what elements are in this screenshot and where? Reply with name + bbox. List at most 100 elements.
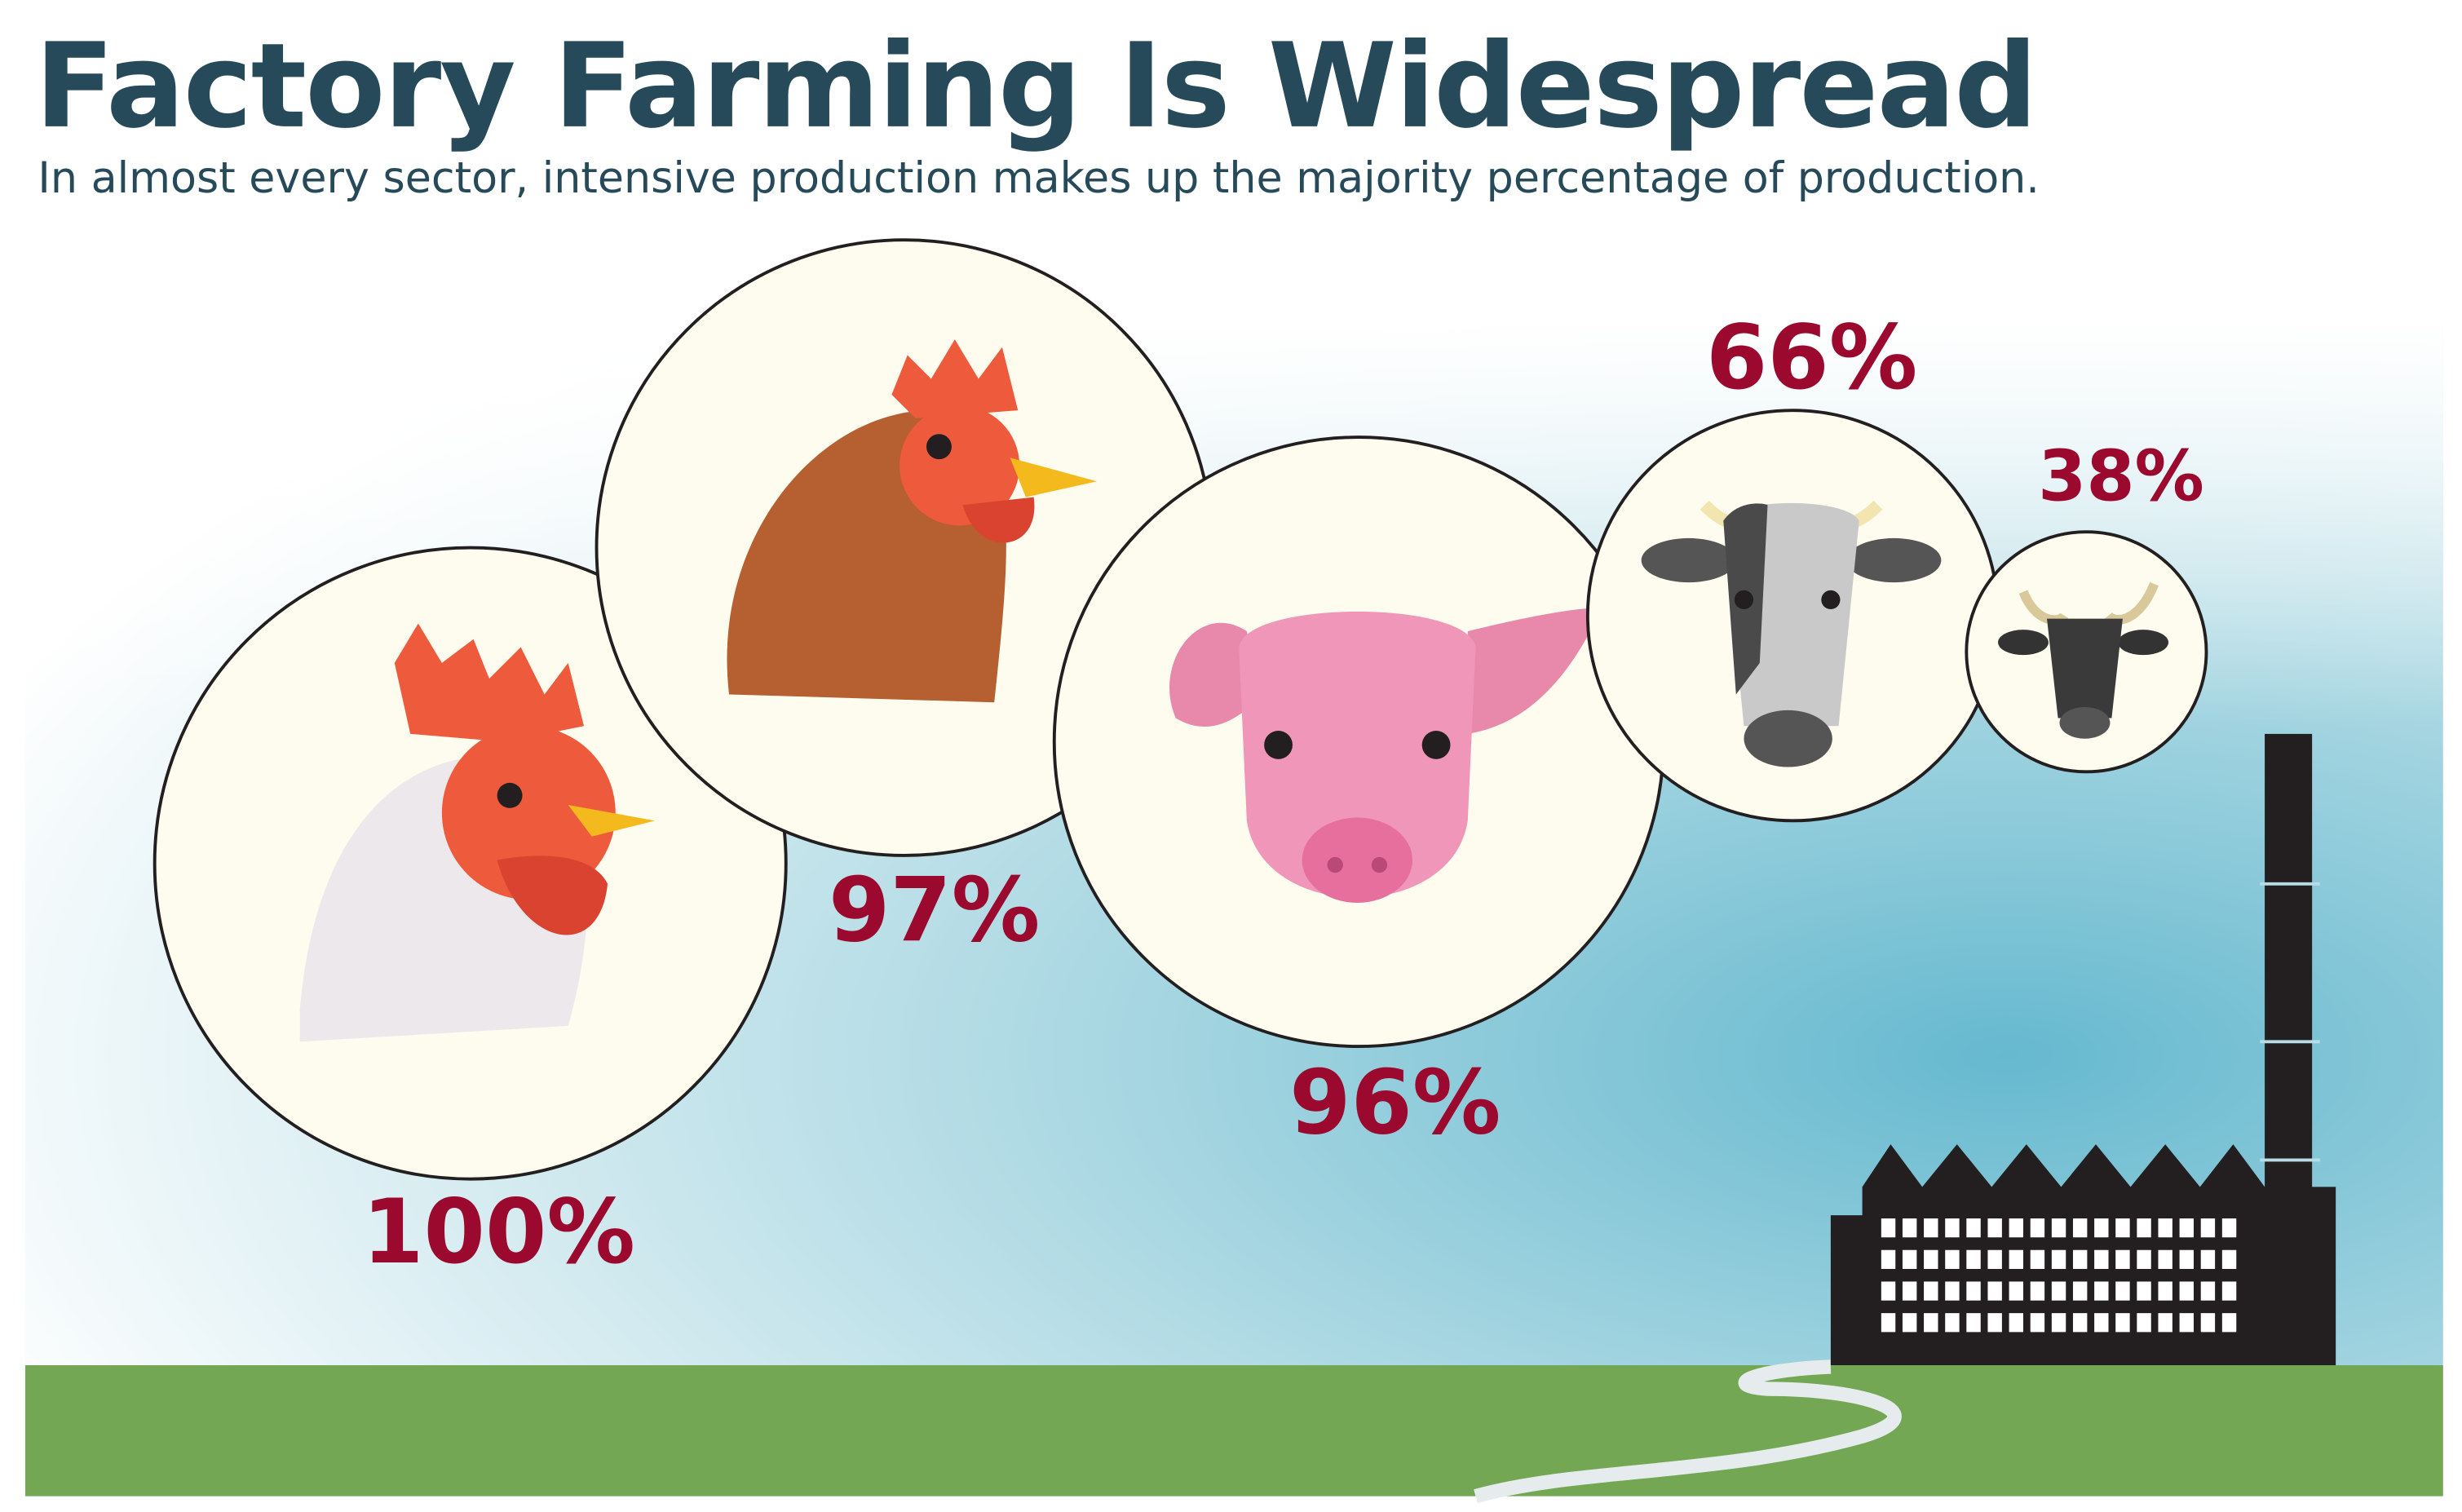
factory-window	[1924, 1218, 1938, 1238]
item-chicken	[152, 546, 788, 1181]
item-cow	[1585, 409, 2000, 823]
item-bull-shape	[1998, 630, 2049, 656]
factory-window	[2009, 1281, 2023, 1301]
factory-window	[2158, 1281, 2172, 1301]
factory-window	[1987, 1281, 2002, 1301]
factory-window	[2221, 1281, 2237, 1301]
item-pig	[1052, 435, 1665, 1049]
item-pig-shape	[1467, 608, 1602, 734]
item-bull-shape	[2118, 630, 2169, 656]
item-pig-shape	[1239, 611, 1476, 898]
factory-window	[2072, 1313, 2088, 1333]
factory-shape	[1881, 1218, 2237, 1333]
item-bull-shape	[2059, 707, 2111, 739]
percent-label: 96%	[1289, 1051, 1501, 1155]
item-cow-shape	[1641, 537, 1736, 583]
factory-window	[1987, 1313, 2002, 1333]
factory-window	[2200, 1281, 2216, 1301]
factory-window	[2200, 1218, 2216, 1238]
factory-window	[2221, 1313, 2237, 1333]
factory-window	[2137, 1218, 2151, 1238]
factory-window	[2051, 1249, 2066, 1269]
item-hen-shape	[1010, 458, 1098, 497]
subtitle: In almost every sector, intensive produc…	[38, 154, 2039, 203]
factory-window	[2009, 1218, 2023, 1238]
factory-window	[1945, 1249, 1960, 1269]
item-cow-shape	[1846, 537, 1942, 583]
factory-window	[2030, 1249, 2045, 1269]
factory-window	[2051, 1218, 2066, 1238]
background-shape	[24, 1365, 2443, 1497]
factory-window	[1945, 1313, 1960, 1333]
factory-window	[2179, 1249, 2195, 1269]
factory-shape	[1830, 1144, 2265, 1366]
factory-window	[1966, 1313, 1981, 1333]
factory-window	[2030, 1218, 2045, 1238]
item-chicken-shape	[568, 804, 656, 837]
factory-window	[2115, 1313, 2130, 1333]
item-bull	[1965, 530, 2208, 774]
factory-window	[2221, 1249, 2237, 1269]
factory-window	[1881, 1218, 1896, 1238]
item-hen-shape	[891, 339, 1019, 418]
factory-window	[1987, 1249, 2002, 1269]
factory-window	[1966, 1249, 1981, 1269]
item-hen-shape	[962, 497, 1035, 543]
factory-window	[1987, 1218, 2002, 1238]
factory-window	[2137, 1313, 2151, 1333]
factory-window	[1966, 1281, 1981, 1301]
item-bull-shape	[2018, 581, 2159, 625]
item-hen-shape	[899, 405, 1020, 526]
factory-window	[2200, 1249, 2216, 1269]
factory-window	[2072, 1218, 2088, 1238]
percent-label: 100%	[362, 1180, 635, 1284]
factory-window	[2158, 1313, 2172, 1333]
factory-window	[2009, 1313, 2023, 1333]
factory-window	[2179, 1218, 2195, 1238]
percent-label: 66%	[1706, 306, 1917, 409]
title: Factory Farming Is Widespread	[35, 18, 2036, 154]
factory-window	[1902, 1249, 1917, 1269]
factory-window	[2094, 1249, 2109, 1269]
factory-window	[1924, 1249, 1938, 1269]
factory-shape	[2233, 1187, 2336, 1366]
item-pig-shape	[1371, 856, 1388, 873]
item-chicken-shape	[394, 623, 585, 742]
factory-window	[2115, 1218, 2130, 1238]
factory-window	[2115, 1281, 2130, 1301]
factory-window	[1881, 1281, 1896, 1301]
factory-window	[1945, 1218, 1960, 1238]
background-shape	[1474, 1359, 1902, 1504]
factory-window	[1902, 1313, 1917, 1333]
item-chicken-shape	[497, 855, 608, 935]
item-hen-shape	[926, 434, 952, 460]
item-cow-shape	[1734, 590, 1754, 610]
factory-window	[1881, 1249, 1896, 1269]
factory-window	[2072, 1249, 2088, 1269]
factory-window	[1924, 1281, 1938, 1301]
item-pig-shape	[1327, 856, 1343, 873]
factory-window	[2072, 1281, 2088, 1301]
factory-window	[2094, 1218, 2109, 1238]
item-pig-shape	[1421, 731, 1451, 759]
factory-window	[1881, 1313, 1896, 1333]
factory-window	[1924, 1313, 1938, 1333]
item-pig-shape	[1264, 731, 1293, 759]
factory-window	[2221, 1218, 2237, 1238]
factory-window	[2030, 1281, 2045, 1301]
item-pig-shape	[1302, 817, 1413, 903]
factory	[1830, 733, 2336, 1366]
factory-window	[2115, 1249, 2130, 1269]
factory-window	[1902, 1281, 1917, 1301]
factory-window	[1966, 1218, 1981, 1238]
factory-window	[1945, 1281, 1960, 1301]
factory-window	[2158, 1218, 2172, 1238]
factory-window	[2179, 1313, 2195, 1333]
item-bull-shape	[2047, 618, 2123, 718]
factory-window	[2179, 1281, 2195, 1301]
factory-window	[2137, 1281, 2151, 1301]
factory-window	[2200, 1313, 2216, 1333]
factory-window	[2158, 1249, 2172, 1269]
